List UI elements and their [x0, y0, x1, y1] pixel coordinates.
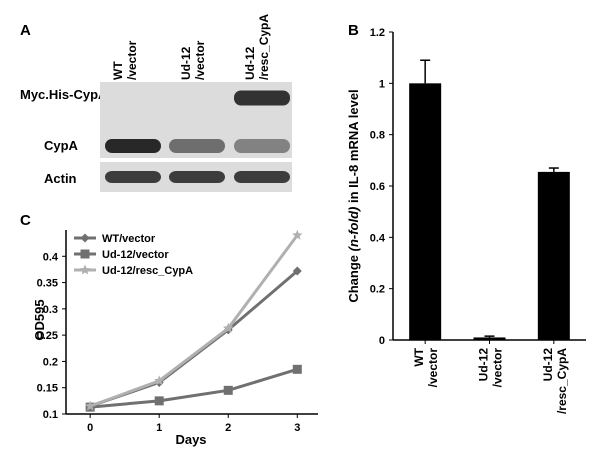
- panel-c-ytick-label: 0.2: [43, 356, 58, 368]
- blot-row-label-actin: Actin: [44, 171, 77, 186]
- lane-label-3-line1: Ud-12: [243, 46, 257, 80]
- panel-c-point-star: [84, 400, 96, 411]
- panel-b-bar: [537, 171, 570, 340]
- panel-b-ticks: 00.20.40.60.811.2WT/vector Ud-12/vector Ud…: [370, 27, 569, 414]
- panel-c-ytick-label: 0.15: [37, 383, 58, 395]
- lane-label-3-line2: /resc_CypA: [257, 14, 271, 80]
- panel-c-legend-label: Ud-12/vector: [102, 249, 169, 261]
- panel-c-xtick-label: 2: [225, 422, 231, 434]
- band-cypa-lane-2: [169, 139, 225, 153]
- panel-c-point-square: [154, 396, 164, 406]
- panel-b-xtick-label-line1: Ud-12: [541, 348, 555, 382]
- band-actin-lane-3: [234, 171, 290, 183]
- panel-c-axes: 0.1 0.15 0.2 0.25 0.3 0.35 0.4 0 1 2 3: [37, 230, 318, 434]
- panel-b-bars: [409, 59, 570, 341]
- panel-c-ytick-label: 0.4: [43, 251, 59, 263]
- panel-c-series-line: [89, 269, 299, 408]
- panel-b-ytick-label: 0.2: [370, 284, 385, 296]
- panel-c-ytick-label: 0.35: [37, 278, 58, 290]
- panel-a-letter: A: [20, 22, 31, 39]
- panel-c-point-diamond: [292, 266, 302, 276]
- lane-label-1-line2: /vector: [125, 40, 139, 80]
- panel-b-bar: [473, 337, 506, 340]
- lane-label-2-line1: Ud-12: [179, 46, 193, 80]
- panel-b-xtick-label-line2: /resc_CypA: [555, 348, 569, 414]
- lane-label-1-line1: WT: [111, 61, 125, 80]
- band-myc-his-cypa-lane-3: [234, 90, 290, 106]
- panel-b-ytick-label: 0.4: [370, 232, 386, 244]
- panel-b-ytick-label: 0.8: [370, 130, 385, 142]
- band-cypa-lane-1: [105, 139, 161, 153]
- panel-c-legend-label: WT/vector: [102, 233, 156, 245]
- panel-b-ytick-label: 0.6: [370, 181, 385, 193]
- panel-c-legend: WT/vector Ud-12/vector Ud-12/resc_CypA: [74, 233, 193, 277]
- ylabel-pre: Change: [346, 251, 361, 302]
- band-actin-lane-2: [169, 171, 225, 183]
- panel-c-line-chart: 0.1 0.15 0.2 0.25 0.3 0.35 0.4 0 1 2 3 WT/vector Ud…: [32, 229, 318, 447]
- panel-b-bar-chart: 00.20.40.60.811.2WT/vector Ud-12/vector Ud…: [346, 27, 586, 414]
- panel-c-legend-label: Ud-12/resc_CypA: [102, 265, 193, 277]
- panel-b-xtick-label-line1: Ud-12: [477, 348, 491, 382]
- ylabel-italic: (n-fold): [346, 207, 361, 252]
- panel-c-xtick-label: 3: [294, 422, 300, 434]
- panel-c-point-star: [154, 375, 165, 386]
- panel-b-xtick-label-line2: /vector: [426, 348, 440, 388]
- panel-c-ytick-label: 0.3: [43, 304, 58, 316]
- panel-c-point-square: [292, 364, 302, 374]
- ylabel-post: in IL-8 mRNA level: [346, 89, 361, 206]
- panel-c-series: [84, 229, 303, 412]
- panel-c-xtick-label: 1: [156, 422, 162, 434]
- panel-c-letter: C: [20, 212, 31, 229]
- panel-b-ytick-label: 1.2: [370, 27, 385, 39]
- blot-row-label-cypa: CypA: [44, 138, 78, 153]
- blot-row-label-myc-his-cypa: Myc.His-CypA: [20, 87, 108, 102]
- band-actin-lane-1: [105, 171, 161, 183]
- panel-c-xlabel: Days: [175, 432, 206, 447]
- lane-labels: WT /vector Ud-12 /vector Ud-12 /resc_Cyp…: [111, 14, 271, 80]
- band-cypa-lane-3: [234, 139, 290, 153]
- blot-bands: [105, 90, 290, 183]
- panel-c-ytick-label: 0.1: [43, 409, 58, 421]
- panel-c-point-square: [223, 385, 233, 395]
- panel-b-letter: B: [348, 22, 359, 39]
- panel-c-ytick-label: 0.25: [37, 330, 58, 342]
- panel-c-point-square: [80, 249, 90, 259]
- panel-b-xtick-label-line2: /vector: [491, 348, 505, 388]
- panel-c-point-diamond: [80, 233, 90, 243]
- panel-b-ylabel: Change (n-fold) in IL-8 mRNA level: [346, 89, 361, 302]
- panel-b-bar: [409, 83, 442, 341]
- panel-c-series-line: [89, 234, 299, 408]
- panel-b-ytick-label: 1: [379, 78, 385, 90]
- panel-c-xtick-label: 0: [87, 422, 93, 434]
- panel-c-ylabel: OD595: [32, 299, 47, 340]
- panel-c-point-star: [79, 264, 91, 275]
- panel-b-ytick-label: 0: [379, 335, 385, 347]
- panel-c-point-star: [292, 229, 303, 240]
- panel-c-series-line: [90, 367, 298, 409]
- panel-b-xtick-label-line1: WT: [412, 347, 426, 366]
- lane-label-2-line2: /vector: [193, 40, 207, 80]
- panel-c-point-star: [223, 322, 234, 333]
